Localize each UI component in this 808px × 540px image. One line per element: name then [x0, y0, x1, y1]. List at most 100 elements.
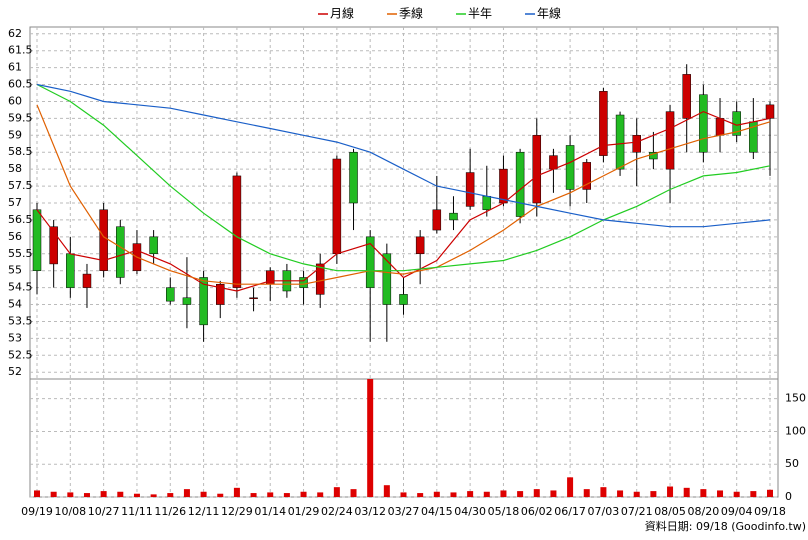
candle-body [82, 273, 92, 288]
legend-label: 季線 [399, 6, 423, 21]
y-tick-label: 53.5 [8, 314, 33, 327]
y-tick-label: 60.5 [8, 78, 33, 91]
volume-bar [733, 491, 740, 497]
volume-bar [650, 491, 657, 497]
volume-bar [500, 490, 507, 497]
volume-bar [367, 379, 374, 497]
legend-label: 半年 [468, 7, 492, 21]
volume-bar [617, 490, 624, 497]
volume-bar [217, 493, 224, 497]
volume-bar [67, 492, 74, 497]
y-tick-label: 56 [8, 230, 22, 243]
x-tick-label: 02/24 [321, 505, 353, 518]
y-tick-label: 62 [8, 27, 22, 40]
moving-average-line [36, 83, 771, 228]
y-tick-label: 56.5 [8, 213, 33, 226]
x-tick-label: 09/19 [21, 505, 53, 518]
legend-label: 年線 [537, 6, 561, 21]
y-tick-label: 55 [8, 264, 22, 277]
candle-body [615, 114, 625, 170]
volume-bar [233, 487, 240, 497]
candle-body [99, 209, 108, 271]
volume-bar [267, 492, 274, 497]
candle-body [482, 195, 492, 211]
candle-body [399, 294, 408, 305]
candle-body [382, 253, 392, 305]
candle-body [632, 135, 641, 153]
candle-body [332, 158, 342, 255]
candle-body [432, 209, 442, 231]
volume-bar [50, 491, 57, 497]
x-tick-label: 03/12 [354, 505, 386, 518]
candle-body [49, 226, 58, 265]
candle-body [149, 236, 158, 255]
volume-bar [83, 493, 90, 497]
y-tick-label: 61 [8, 61, 22, 74]
y-tick-label: 57.5 [8, 179, 33, 192]
volume-bar [717, 490, 724, 497]
candle-body [549, 155, 558, 170]
volume-bar [333, 487, 340, 497]
x-tick-label: 07/21 [621, 505, 653, 518]
x-tick-label: 10/27 [88, 505, 120, 518]
candle-body [682, 74, 691, 119]
volume-bar [383, 485, 390, 497]
volume-bar [34, 490, 40, 497]
x-tick-label: 01/29 [288, 505, 320, 518]
candle-body [565, 145, 575, 190]
candle-body [599, 91, 608, 156]
x-tick-label: 04/15 [421, 505, 453, 518]
x-tick-label: 09/18 [754, 505, 786, 518]
y-tick-label: 58.5 [8, 145, 33, 158]
x-tick-label: 12/11 [188, 505, 220, 518]
volume-bar [550, 490, 557, 497]
x-tick-label: 11/11 [121, 505, 153, 518]
volume-bar [117, 491, 124, 497]
candle-body [199, 277, 208, 326]
y-tick-label: 59.5 [8, 111, 33, 124]
volume-bar [567, 477, 574, 497]
volume-bar [517, 491, 524, 497]
candle-body [315, 263, 325, 295]
y2-tick-label: 150 [785, 392, 806, 405]
candle-body [216, 283, 225, 305]
candle-body [299, 277, 308, 288]
candle-body [32, 209, 42, 271]
candle-body [365, 236, 375, 288]
volume-bar [533, 489, 540, 497]
x-tick-label: 03/27 [388, 505, 420, 518]
candle-body [699, 94, 708, 153]
candle-body [532, 135, 542, 204]
volume-bar [167, 493, 174, 497]
volume-bar [600, 487, 607, 497]
volume-bar [583, 489, 590, 497]
candle-body [66, 253, 75, 288]
candle-body [515, 151, 525, 217]
legend-label: 月線 [330, 6, 354, 21]
volume-bar [283, 493, 290, 497]
moving-average-line [36, 83, 771, 272]
candle-body [166, 287, 175, 302]
candle-body [765, 104, 775, 119]
source-note: 資料日期: 09/18 (Goodinfo.tw) [645, 519, 806, 533]
volume-bar [350, 489, 357, 497]
x-tick-label: 06/02 [521, 505, 553, 518]
candle-body [582, 162, 591, 190]
volume-bar [633, 491, 640, 497]
y-tick-label: 59 [8, 128, 22, 141]
volume-bar [700, 489, 707, 497]
candle-body [249, 297, 258, 300]
y-tick-label: 60 [8, 94, 22, 107]
volume-bar [400, 492, 407, 497]
volume-bar [150, 494, 157, 497]
x-tick-label: 01/14 [254, 505, 286, 518]
volume-bar [200, 491, 207, 497]
volume-bar [300, 491, 307, 497]
volume-bar [100, 491, 107, 497]
x-tick-label: 05/18 [488, 505, 520, 518]
candle-body [232, 175, 242, 288]
candle-body [182, 297, 192, 305]
y2-tick-label: 100 [785, 424, 806, 437]
volume-bar [467, 491, 474, 497]
